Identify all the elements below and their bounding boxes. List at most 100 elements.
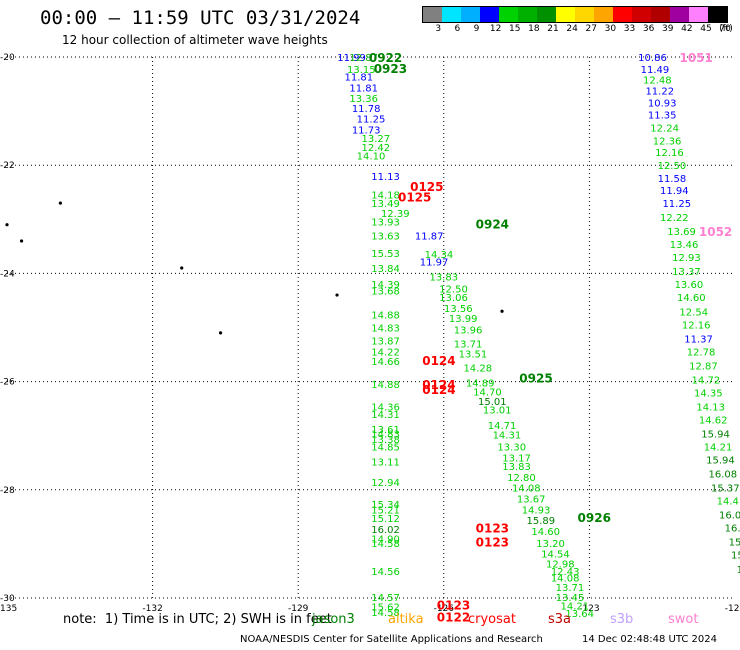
wave-height-label: 13.83 bbox=[429, 273, 458, 284]
wave-height-label: 13.71 bbox=[556, 583, 585, 594]
wave-height-label: 13.20 bbox=[536, 539, 565, 550]
wave-height-label: 13.51 bbox=[459, 349, 488, 360]
colorbar-swatch bbox=[537, 7, 556, 22]
wave-height-label: 13.69 bbox=[667, 227, 696, 238]
wave-height-label: 15.01 bbox=[478, 397, 507, 408]
wave-height-label: 15.37 bbox=[711, 484, 740, 495]
wave-height-label: 14.57 bbox=[371, 593, 400, 604]
wave-height-label: 13.67 bbox=[517, 494, 546, 505]
wave-height-label: 11.78 bbox=[352, 104, 381, 115]
x-tick-label: -126 bbox=[434, 604, 455, 614]
wave-height-label: 14.36 bbox=[371, 402, 400, 413]
wave-height-label: 11.25 bbox=[357, 115, 386, 126]
wave-height-label: 11.99 bbox=[337, 53, 366, 64]
wave-height-label: 15.89 bbox=[527, 516, 556, 527]
legend-altika: altika bbox=[388, 612, 424, 627]
wave-height-label: 14.70 bbox=[473, 387, 502, 398]
x-tick-label: -120 bbox=[725, 604, 740, 614]
colorbar-swatch bbox=[632, 7, 651, 22]
wave-height-label: 1 bbox=[737, 565, 740, 576]
colorbar-swatch bbox=[670, 7, 689, 22]
colorbar-tick-label: 70 bbox=[719, 24, 731, 34]
colorbar-swatch bbox=[499, 7, 518, 22]
wave-height-label: 14.93 bbox=[522, 505, 551, 516]
footer-timestamp: 14 Dec 02:48:48 UTC 2024 bbox=[582, 634, 717, 645]
wave-height-label: 15.94 bbox=[701, 430, 730, 441]
wave-height-label: 12.48 bbox=[643, 76, 672, 87]
colorbar-swatch bbox=[689, 7, 708, 22]
wave-height-label: 12.24 bbox=[650, 123, 679, 134]
pass-time-label: 0923 bbox=[374, 62, 407, 76]
wave-height-label: 13.60 bbox=[675, 280, 704, 291]
colorbar-tick-label: 15 bbox=[509, 24, 521, 34]
y-tick-label: -28 bbox=[0, 486, 15, 496]
wave-height-label: 14.31 bbox=[371, 410, 400, 421]
colorbar-tick-label: 27 bbox=[585, 24, 597, 34]
wave-height-label: 14.71 bbox=[488, 421, 517, 432]
wave-height-label: 13.71 bbox=[454, 340, 483, 351]
wave-height-label: 14.35 bbox=[694, 388, 723, 399]
wave-height-label: 14.08 bbox=[551, 573, 580, 584]
wave-height-label: 14.60 bbox=[677, 293, 706, 304]
wave-height-label: 13.56 bbox=[444, 304, 473, 315]
wave-height-label: 15.34 bbox=[371, 500, 400, 511]
wave-height-label: 13.63 bbox=[371, 232, 400, 243]
wave-height-label: 14.21 bbox=[704, 443, 733, 454]
colorbar-tick-label: 24 bbox=[566, 24, 578, 34]
island-marker bbox=[335, 293, 339, 297]
wave-height-label: 12.93 bbox=[672, 253, 701, 264]
colorbar-tick-label: 12 bbox=[489, 24, 502, 34]
wave-height-label: 14.58 bbox=[371, 539, 400, 550]
pass-time-label: 0926 bbox=[578, 511, 611, 525]
colorbar-tick-label: 45 bbox=[700, 24, 712, 34]
wave-height-label: 13.46 bbox=[670, 240, 699, 251]
colorbar-swatch bbox=[423, 7, 442, 22]
wave-height-label: 11.25 bbox=[662, 199, 691, 210]
wave-height-label: 14.83 bbox=[371, 430, 400, 441]
colorbar-swatch bbox=[556, 7, 575, 22]
wave-height-label: 13.93 bbox=[371, 217, 400, 228]
colorbar-unit: (ft) bbox=[719, 24, 733, 34]
wave-height-label: 15.53 bbox=[371, 249, 400, 260]
map-title: 00:00 – 11:59 UTC 03/31/2024 bbox=[40, 7, 361, 29]
island-marker bbox=[218, 331, 223, 335]
wave-height-label: 12.94 bbox=[371, 478, 400, 489]
wave-height-label: 13.38 bbox=[371, 435, 400, 446]
wave-height-label: 12.36 bbox=[653, 136, 682, 147]
wave-height-label: 14.54 bbox=[541, 550, 570, 561]
wave-height-label: 13.87 bbox=[371, 336, 400, 347]
y-tick-label: -24 bbox=[0, 269, 15, 279]
wave-height-label: 11.58 bbox=[658, 174, 687, 185]
wave-height-label: 12.43 bbox=[551, 567, 580, 578]
wave-height-label: 13.96 bbox=[454, 326, 483, 337]
wave-height-label: 14.10 bbox=[357, 151, 386, 162]
colorbar-tick-label: 18 bbox=[528, 24, 540, 34]
wave-height-label: 11.37 bbox=[684, 334, 713, 345]
wave-height-label: 12.80 bbox=[507, 473, 536, 484]
pass-time-label: 0123 bbox=[437, 598, 470, 612]
wave-height-label: 15.62 bbox=[371, 603, 400, 614]
legend-s3b: s3b bbox=[610, 612, 634, 627]
wave-height-label: 12.54 bbox=[679, 307, 708, 318]
footer-note: note: 1) Time is in UTC; 2) SWH is in fe… bbox=[63, 612, 332, 627]
wave-height-label: 14.88 bbox=[371, 311, 400, 322]
colorbar-tick-label: 21 bbox=[547, 24, 559, 34]
colorbar-tick-label: 39 bbox=[662, 24, 674, 34]
wave-height-label: 14.66 bbox=[371, 357, 400, 368]
x-tick-label: -129 bbox=[288, 604, 309, 614]
wave-height-label: 15 bbox=[729, 538, 740, 549]
wave-height-label: 12.42 bbox=[362, 143, 391, 154]
wave-height-label: 15.12 bbox=[371, 514, 400, 525]
wave-height-label: 12.78 bbox=[687, 347, 716, 358]
wave-height-label: 13.64 bbox=[565, 609, 594, 620]
pass-time-label: 0124 bbox=[422, 378, 455, 392]
pass-time-label: 0125 bbox=[410, 180, 443, 194]
colorbar-swatch bbox=[594, 7, 613, 22]
wave-height-label: 11.97 bbox=[420, 257, 449, 268]
colorbar-swatch bbox=[708, 7, 727, 22]
wave-height-label: 13.06 bbox=[439, 293, 468, 304]
pass-time-label: 0922 bbox=[369, 51, 402, 65]
wave-height-label: 14.88 bbox=[371, 380, 400, 391]
wave-height-label: 14.4 bbox=[717, 497, 739, 508]
